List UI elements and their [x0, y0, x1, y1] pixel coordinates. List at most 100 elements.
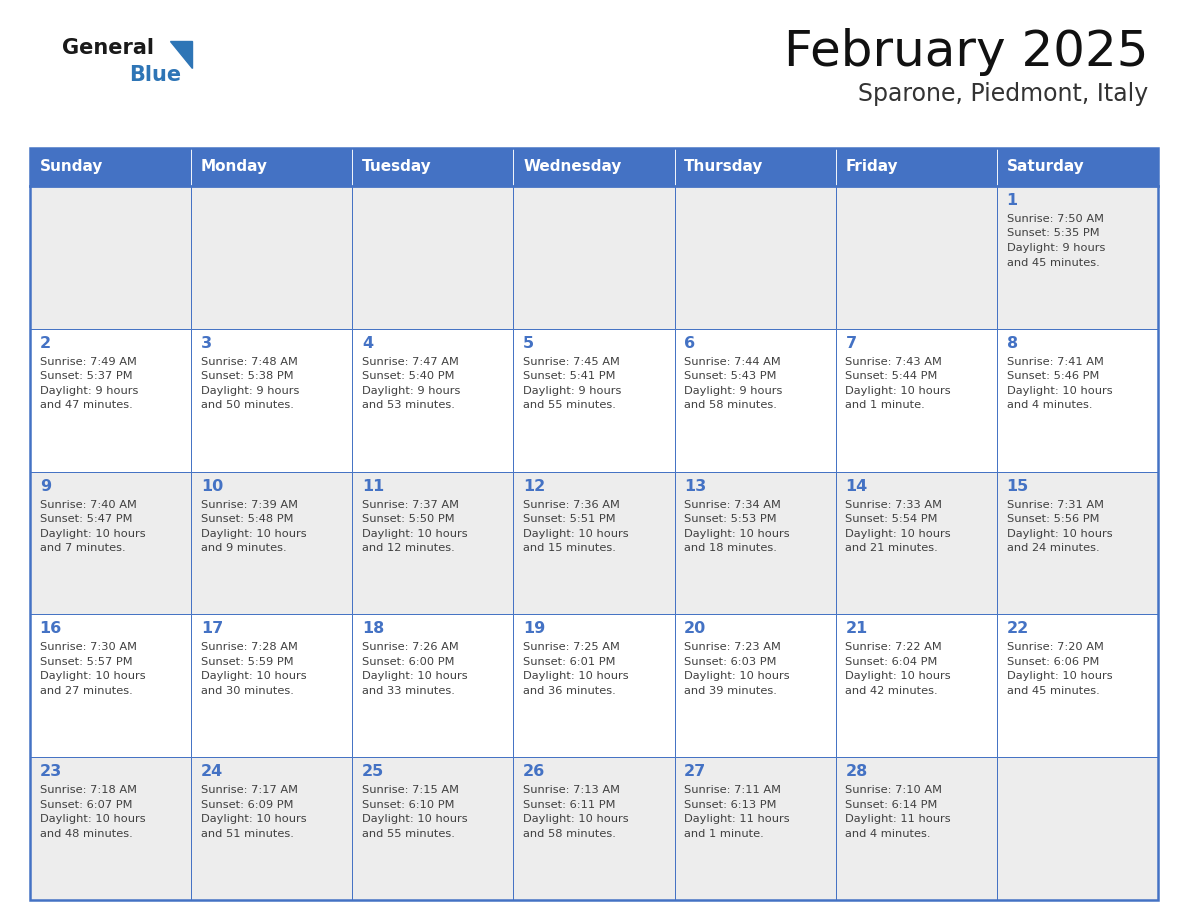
Text: 25: 25: [362, 764, 384, 779]
Text: Daylight: 10 hours: Daylight: 10 hours: [523, 671, 628, 681]
Text: and 15 minutes.: and 15 minutes.: [523, 543, 615, 554]
Text: Sunrise: 7:48 AM: Sunrise: 7:48 AM: [201, 357, 298, 367]
Text: Sunset: 5:51 PM: Sunset: 5:51 PM: [523, 514, 615, 524]
Text: Sunset: 6:10 PM: Sunset: 6:10 PM: [362, 800, 455, 810]
Text: Daylight: 10 hours: Daylight: 10 hours: [523, 529, 628, 539]
Bar: [835, 329, 997, 472]
Bar: [191, 186, 353, 329]
Text: Sunset: 5:46 PM: Sunset: 5:46 PM: [1006, 371, 1099, 381]
Text: Sunset: 5:57 PM: Sunset: 5:57 PM: [39, 657, 132, 666]
Text: Daylight: 9 hours: Daylight: 9 hours: [523, 386, 621, 396]
Text: Sunset: 5:56 PM: Sunset: 5:56 PM: [1006, 514, 1099, 524]
Bar: [513, 186, 675, 329]
Text: Sunset: 5:44 PM: Sunset: 5:44 PM: [846, 371, 937, 381]
Text: Sunrise: 7:44 AM: Sunrise: 7:44 AM: [684, 357, 781, 367]
Bar: [997, 186, 1158, 329]
Text: Daylight: 11 hours: Daylight: 11 hours: [684, 814, 790, 824]
Text: Monday: Monday: [201, 160, 267, 174]
Text: 9: 9: [39, 478, 51, 494]
Text: Sunday: Sunday: [39, 160, 103, 174]
Bar: [997, 329, 1158, 472]
Text: and 58 minutes.: and 58 minutes.: [684, 400, 777, 410]
Text: Sunrise: 7:36 AM: Sunrise: 7:36 AM: [523, 499, 620, 509]
Bar: [30, 329, 191, 472]
Bar: [835, 472, 997, 614]
Text: Sunset: 5:50 PM: Sunset: 5:50 PM: [362, 514, 455, 524]
Text: Sunset: 6:09 PM: Sunset: 6:09 PM: [201, 800, 293, 810]
Bar: [191, 148, 353, 186]
Text: and 27 minutes.: and 27 minutes.: [39, 686, 132, 696]
Text: Daylight: 10 hours: Daylight: 10 hours: [362, 529, 468, 539]
Text: Sunrise: 7:17 AM: Sunrise: 7:17 AM: [201, 785, 298, 795]
Text: Sunset: 5:48 PM: Sunset: 5:48 PM: [201, 514, 293, 524]
Text: Sunrise: 7:40 AM: Sunrise: 7:40 AM: [39, 499, 137, 509]
Text: Daylight: 10 hours: Daylight: 10 hours: [39, 529, 145, 539]
Bar: [30, 472, 191, 614]
Text: 20: 20: [684, 621, 707, 636]
Text: Sunrise: 7:41 AM: Sunrise: 7:41 AM: [1006, 357, 1104, 367]
Text: and 9 minutes.: and 9 minutes.: [201, 543, 286, 554]
Bar: [30, 148, 191, 186]
Text: Sunset: 5:54 PM: Sunset: 5:54 PM: [846, 514, 937, 524]
Text: Sunrise: 7:10 AM: Sunrise: 7:10 AM: [846, 785, 942, 795]
Text: Sunrise: 7:37 AM: Sunrise: 7:37 AM: [362, 499, 459, 509]
Text: and 18 minutes.: and 18 minutes.: [684, 543, 777, 554]
Text: and 1 minute.: and 1 minute.: [846, 400, 925, 410]
Bar: [835, 148, 997, 186]
Text: Sunrise: 7:45 AM: Sunrise: 7:45 AM: [523, 357, 620, 367]
Bar: [675, 614, 835, 757]
Text: and 21 minutes.: and 21 minutes.: [846, 543, 939, 554]
Text: Sunrise: 7:50 AM: Sunrise: 7:50 AM: [1006, 214, 1104, 224]
Text: Daylight: 9 hours: Daylight: 9 hours: [1006, 243, 1105, 253]
Bar: [675, 329, 835, 472]
Text: Sunset: 6:06 PM: Sunset: 6:06 PM: [1006, 657, 1099, 666]
Bar: [191, 472, 353, 614]
Bar: [997, 614, 1158, 757]
Text: 1: 1: [1006, 193, 1018, 208]
Bar: [191, 614, 353, 757]
Bar: [353, 757, 513, 900]
Text: Sunrise: 7:34 AM: Sunrise: 7:34 AM: [684, 499, 782, 509]
Text: Sunrise: 7:43 AM: Sunrise: 7:43 AM: [846, 357, 942, 367]
Text: 17: 17: [201, 621, 223, 636]
Text: 4: 4: [362, 336, 373, 351]
Text: Daylight: 10 hours: Daylight: 10 hours: [39, 671, 145, 681]
Text: and 4 minutes.: and 4 minutes.: [1006, 400, 1092, 410]
Text: 7: 7: [846, 336, 857, 351]
Text: 19: 19: [523, 621, 545, 636]
Bar: [675, 148, 835, 186]
Text: Daylight: 9 hours: Daylight: 9 hours: [684, 386, 783, 396]
Text: and 36 minutes.: and 36 minutes.: [523, 686, 615, 696]
Bar: [835, 614, 997, 757]
Text: Sunrise: 7:18 AM: Sunrise: 7:18 AM: [39, 785, 137, 795]
Text: 21: 21: [846, 621, 867, 636]
Text: Daylight: 10 hours: Daylight: 10 hours: [201, 671, 307, 681]
Text: Daylight: 10 hours: Daylight: 10 hours: [39, 814, 145, 824]
Text: Daylight: 10 hours: Daylight: 10 hours: [684, 529, 790, 539]
Text: Daylight: 11 hours: Daylight: 11 hours: [846, 814, 952, 824]
Bar: [513, 614, 675, 757]
Text: Sunset: 6:00 PM: Sunset: 6:00 PM: [362, 657, 455, 666]
Bar: [675, 186, 835, 329]
Text: Daylight: 10 hours: Daylight: 10 hours: [362, 671, 468, 681]
Text: and 53 minutes.: and 53 minutes.: [362, 400, 455, 410]
Text: Sunset: 6:14 PM: Sunset: 6:14 PM: [846, 800, 937, 810]
Text: Sparone, Piedmont, Italy: Sparone, Piedmont, Italy: [858, 82, 1148, 106]
Text: Sunrise: 7:49 AM: Sunrise: 7:49 AM: [39, 357, 137, 367]
Text: 10: 10: [201, 478, 223, 494]
Bar: [997, 472, 1158, 614]
Bar: [997, 148, 1158, 186]
Text: and 58 minutes.: and 58 minutes.: [523, 829, 615, 839]
Bar: [191, 329, 353, 472]
Text: Sunset: 6:07 PM: Sunset: 6:07 PM: [39, 800, 132, 810]
Bar: [513, 329, 675, 472]
Bar: [835, 757, 997, 900]
Text: Tuesday: Tuesday: [362, 160, 431, 174]
Text: and 12 minutes.: and 12 minutes.: [362, 543, 455, 554]
Text: and 45 minutes.: and 45 minutes.: [1006, 258, 1099, 267]
Bar: [353, 472, 513, 614]
Text: Daylight: 10 hours: Daylight: 10 hours: [846, 671, 952, 681]
Text: Daylight: 10 hours: Daylight: 10 hours: [846, 386, 952, 396]
Bar: [835, 186, 997, 329]
Text: Sunrise: 7:25 AM: Sunrise: 7:25 AM: [523, 643, 620, 653]
